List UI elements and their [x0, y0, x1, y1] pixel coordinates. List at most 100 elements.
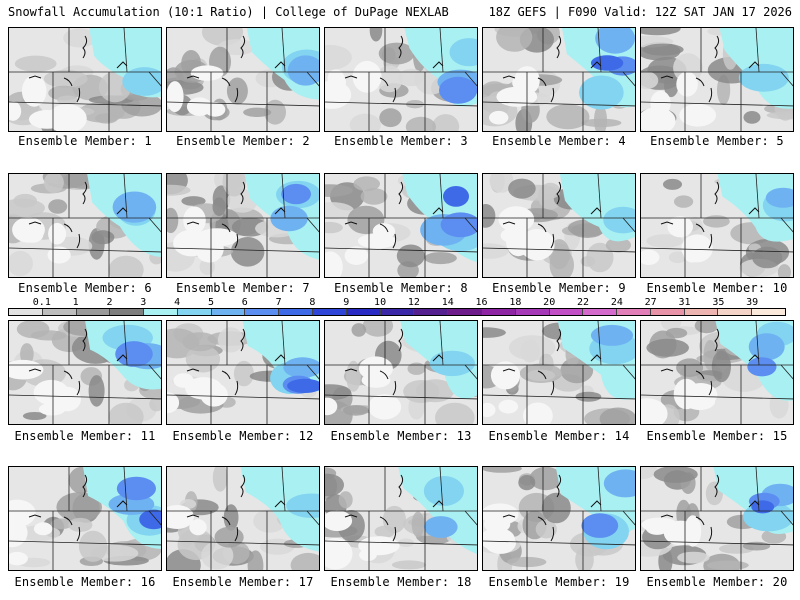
snowfall-map: [641, 174, 793, 277]
snowfall-map: [325, 174, 477, 277]
colorbar-label: 6: [241, 297, 248, 308]
colorbar-swatch: [583, 309, 618, 315]
colorbar-swatch: [481, 309, 516, 315]
colorbar-label: 2: [106, 297, 113, 308]
ensemble-member-map: [324, 466, 478, 571]
ensemble-member-map: [482, 27, 636, 132]
ensemble-member-label: Ensemble Member: 17: [172, 575, 314, 589]
snowfall-map: [325, 28, 477, 131]
snowfall-map: [9, 28, 161, 131]
snowfall-map: [167, 174, 319, 277]
snowfall-map: [641, 467, 793, 570]
snowfall-map: [483, 28, 635, 131]
colorbar-label: 16: [475, 297, 488, 308]
ensemble-member-map: [640, 173, 794, 278]
ensemble-member-map: [482, 173, 636, 278]
ensemble-member-map: [324, 27, 478, 132]
ensemble-member-label: Ensemble Member: 10: [646, 281, 788, 295]
ensemble-member-label: Ensemble Member: 19: [488, 575, 630, 589]
colorbar-label: 3: [140, 297, 147, 308]
chart-title: Snowfall Accumulation (10:1 Ratio) | Col…: [8, 5, 449, 19]
colorbar-swatch: [650, 309, 685, 315]
colorbar-swatch: [9, 309, 43, 315]
colorbar-swatch: [448, 309, 482, 315]
colorbar-label: 39: [746, 297, 759, 308]
snowfall-map: [325, 321, 477, 424]
colorbar-label: 22: [577, 297, 590, 308]
ensemble-member-label: Ensemble Member: 13: [330, 429, 472, 443]
ensemble-member-label: Ensemble Member: 1: [18, 134, 152, 148]
ensemble-member-label: Ensemble Member: 9: [492, 281, 626, 295]
colorbar-label: 9: [343, 297, 350, 308]
ensemble-member-map: [482, 466, 636, 571]
ensemble-member-map: [8, 173, 162, 278]
colorbar-label: 8: [309, 297, 316, 308]
colorbar-label: 14: [441, 297, 454, 308]
snowfall-map: [641, 321, 793, 424]
snowfall-map: [325, 467, 477, 570]
colorbar-swatch: [684, 309, 719, 315]
ensemble-member-label: Ensemble Member: 20: [646, 575, 788, 589]
colorbar-swatch: [144, 309, 178, 315]
colorbar-swatch: [42, 309, 77, 315]
colorbar-swatch: [177, 309, 212, 315]
ensemble-member-map: [324, 320, 478, 425]
snowfall-map: [483, 174, 635, 277]
ensemble-member-label: Ensemble Member: 15: [646, 429, 788, 443]
ensemble-member-label: Ensemble Member: 2: [176, 134, 310, 148]
snowfall-map: [9, 467, 161, 570]
ensemble-member-map: [8, 466, 162, 571]
colorbar-label: 35: [712, 297, 725, 308]
ensemble-member-label: Ensemble Member: 8: [334, 281, 468, 295]
ensemble-member-label: Ensemble Member: 18: [330, 575, 472, 589]
colorbar-swatch: [752, 309, 785, 315]
colorbar-label: 27: [644, 297, 657, 308]
colorbar-label: 7: [275, 297, 282, 308]
snowfall-map: [167, 28, 319, 131]
colorbar-label: 18: [509, 297, 522, 308]
ensemble-member-map: [640, 27, 794, 132]
colorbar-swatch: [549, 309, 584, 315]
colorbar-swatch: [414, 309, 449, 315]
ensemble-member-label: Ensemble Member: 3: [334, 134, 468, 148]
ensemble-member-label: Ensemble Member: 16: [14, 575, 156, 589]
ensemble-member-label: Ensemble Member: 4: [492, 134, 626, 148]
ensemble-member-label: Ensemble Member: 7: [176, 281, 310, 295]
ensemble-member-label: Ensemble Member: 11: [14, 429, 156, 443]
colorbar-label: 0.1: [32, 297, 51, 308]
colorbar-swatch: [76, 309, 111, 315]
colorbar-swatch: [380, 309, 415, 315]
colorbar-label: 24: [610, 297, 623, 308]
header-bar: Snowfall Accumulation (10:1 Ratio) | Col…: [0, 0, 800, 22]
snowfall-map: [483, 467, 635, 570]
snowfall-colorbar: 0.1 1 2 3 4 5 6 7 8 9 10 12 14 16 18 20 22 24 27 31 35 39: [8, 297, 786, 317]
colorbar-label: 5: [207, 297, 214, 308]
snowfall-map: [9, 174, 161, 277]
colorbar-label: 20: [543, 297, 556, 308]
ensemble-member-map: [166, 320, 320, 425]
ensemble-member-map: [8, 320, 162, 425]
ensemble-member-label: Ensemble Member: 12: [172, 429, 314, 443]
snowfall-map: [167, 321, 319, 424]
colorbar-swatch: [110, 309, 145, 315]
ensemble-member-map: [166, 27, 320, 132]
colorbar-swatch: [346, 309, 381, 315]
colorbar-swatch: [313, 309, 347, 315]
snowfall-map: [167, 467, 319, 570]
ensemble-member-map: [640, 320, 794, 425]
ensemble-member-map: [324, 173, 478, 278]
snowfall-map: [9, 321, 161, 424]
snowfall-map: [641, 28, 793, 131]
ensemble-member-map: [482, 320, 636, 425]
colorbar-swatch: [245, 309, 280, 315]
ensemble-member-map: [166, 173, 320, 278]
colorbar-label: 10: [374, 297, 387, 308]
colorbar-label: 4: [174, 297, 181, 308]
colorbar-strip: [8, 308, 786, 316]
colorbar-label: 1: [72, 297, 79, 308]
ensemble-member-map: [640, 466, 794, 571]
colorbar-label: 12: [407, 297, 420, 308]
ensemble-member-label: Ensemble Member: 6: [18, 281, 152, 295]
colorbar-swatch: [718, 309, 753, 315]
snowfall-map: [483, 321, 635, 424]
